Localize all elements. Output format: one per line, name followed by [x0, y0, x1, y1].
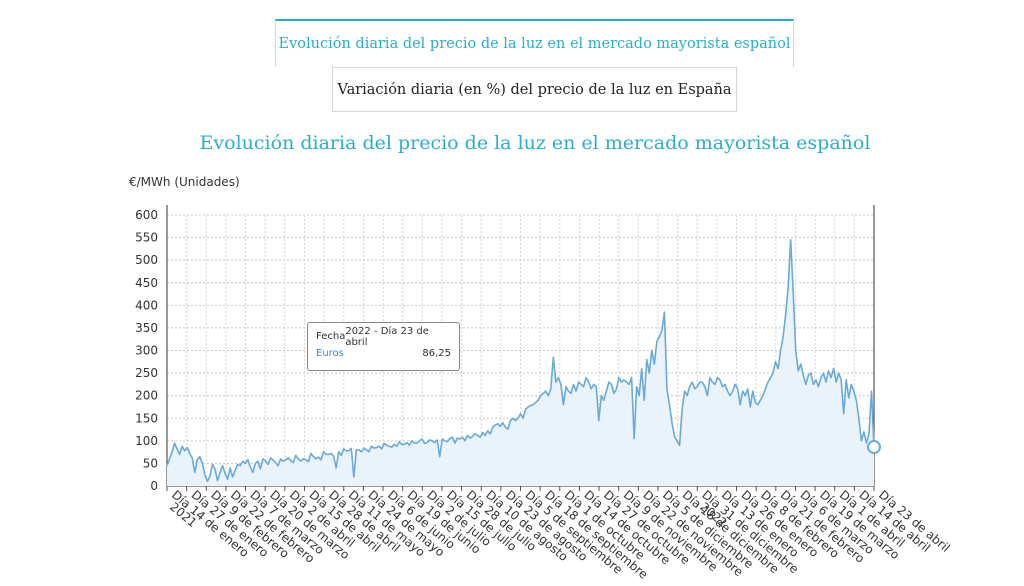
tab-evolucion-diaria[interactable]: Evolución diaria del precio de la luz en… [275, 19, 794, 67]
tab-variacion-diaria[interactable]: Variación diaria (en %) del precio de la… [332, 67, 737, 112]
y-tick-label: 350 [135, 321, 158, 335]
selected-point-marker [867, 440, 881, 455]
y-tick-label: 300 [135, 344, 158, 358]
y-tick-label: 250 [135, 366, 158, 380]
series-line-euros [166, 239, 875, 483]
tooltip-fecha-label: Fecha [316, 331, 346, 342]
y-tick-label: 100 [135, 434, 158, 448]
y-axis-label: €/MWh (Unidades) [129, 175, 240, 189]
y-tick-label: 500 [135, 253, 158, 267]
y-tick-label: 600 [135, 208, 158, 222]
chart-title: Evolución diaria del precio de la luz en… [199, 132, 871, 154]
y-tick-label: 200 [135, 389, 158, 403]
y-tick-label: 450 [135, 276, 158, 290]
series-area [167, 239, 874, 486]
y-tick-label: 400 [135, 298, 158, 312]
tooltip-fecha-value: 2022 - Día 23 de abril [345, 325, 429, 348]
tooltip-series-value: 86,25 [422, 348, 451, 359]
tooltip-series-label: Euros [316, 348, 344, 359]
y-tick-label: 150 [135, 411, 158, 425]
chart-tooltip: Fecha 2022 - Día 23 de abril Euros 86,25 [307, 322, 460, 371]
y-tick-label: 0 [150, 479, 158, 493]
y-tick-label: 550 [135, 231, 158, 245]
y-tick-label: 50 [143, 456, 158, 470]
